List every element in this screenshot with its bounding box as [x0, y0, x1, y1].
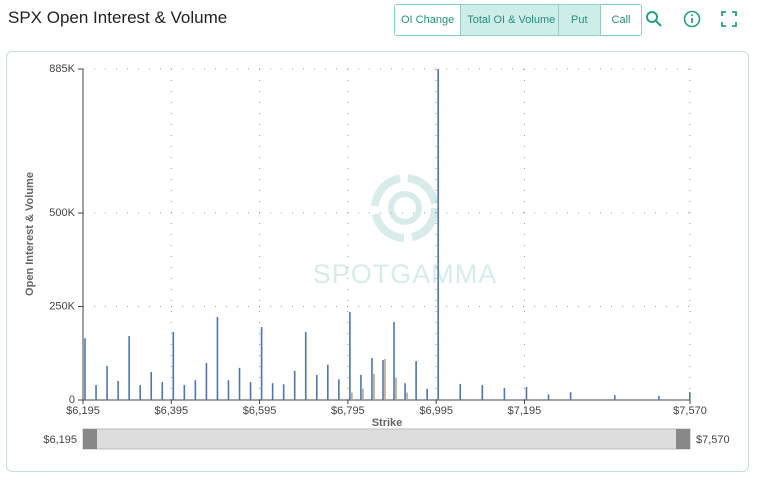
search-icon[interactable] [645, 10, 663, 28]
bar [613, 395, 616, 400]
y-tick-label: 0 [69, 394, 75, 406]
bar [525, 386, 528, 400]
x-tick-label: $6,195 [66, 405, 100, 417]
mode-toggle: OI Change Total OI & Volume [394, 4, 563, 36]
x-axis-label: Strike [372, 417, 403, 429]
bar [282, 384, 285, 400]
x-tick-label: $6,795 [331, 405, 365, 417]
side-toggle: Put Call [558, 4, 643, 36]
put-button[interactable]: Put [559, 5, 601, 35]
bar [304, 331, 307, 400]
y-tick-label: 500K [49, 207, 75, 219]
bar [227, 380, 230, 400]
bar [194, 380, 197, 400]
bar [95, 385, 97, 400]
bar [459, 383, 462, 400]
x-tick-label: $7,570 [673, 405, 707, 417]
page-title: SPX Open Interest & Volume [8, 8, 228, 27]
bar [106, 365, 108, 400]
bar [689, 392, 691, 400]
bar [382, 359, 384, 400]
bar [293, 370, 296, 400]
y-tick-label: 250K [49, 300, 75, 312]
slider-handle[interactable] [676, 429, 690, 449]
bar [360, 374, 362, 400]
bar [371, 358, 373, 400]
chart-card [6, 51, 749, 472]
bar [415, 361, 417, 400]
bar [327, 364, 329, 400]
y-axis-label: Open Interest & Volume [24, 172, 36, 296]
oi-change-button[interactable]: OI Change [395, 5, 462, 35]
bar [128, 336, 130, 400]
bar [183, 385, 186, 400]
y-tick-label: 885K [49, 63, 75, 75]
total-oi-button[interactable]: Total OI & Volume [461, 5, 562, 35]
bar [503, 388, 506, 400]
slider-max-label: $7,570 [696, 434, 730, 446]
bar [205, 362, 208, 400]
x-tick-label: $7,195 [508, 405, 542, 417]
bar [658, 395, 660, 400]
bar [362, 388, 364, 400]
bar [395, 377, 397, 400]
slider-min-label: $6,195 [43, 434, 77, 446]
bar [426, 388, 428, 400]
bar [393, 321, 395, 400]
bar [404, 383, 406, 400]
bar [569, 392, 572, 400]
bar [139, 385, 141, 400]
x-tick-label: $6,595 [243, 405, 277, 417]
call-button[interactable]: Call [600, 5, 642, 35]
bar [437, 69, 439, 400]
bar [315, 374, 318, 400]
bar [547, 394, 550, 400]
bar [84, 338, 86, 400]
bar [216, 316, 219, 400]
bar [260, 327, 263, 400]
watermark: SPOTGAMMA [313, 259, 498, 289]
x-tick-label: $6,395 [154, 405, 188, 417]
bar [481, 385, 484, 400]
fullscreen-icon[interactable] [721, 10, 737, 28]
bar [338, 379, 340, 400]
bar [351, 392, 353, 400]
info-icon[interactable] [683, 10, 701, 28]
x-tick-label: $6,995 [419, 405, 453, 417]
slider-handle[interactable] [83, 429, 97, 449]
range-slider[interactable] [82, 428, 691, 450]
bar [150, 371, 153, 400]
bar [249, 382, 252, 400]
bar [238, 367, 241, 400]
bar [161, 382, 164, 400]
bar [384, 358, 386, 400]
watermark-logo [371, 174, 439, 242]
bar [349, 312, 351, 400]
bar [271, 383, 274, 400]
bar [373, 373, 375, 400]
bar [172, 331, 175, 400]
bar [117, 380, 119, 400]
bar [406, 392, 408, 400]
